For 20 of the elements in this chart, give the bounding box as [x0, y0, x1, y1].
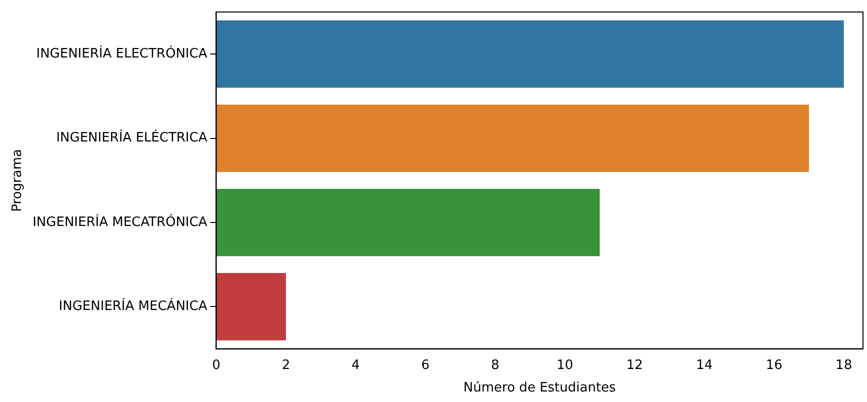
x-axis-title: Número de Estudiantes [463, 380, 616, 396]
x-tick-label: 6 [421, 358, 430, 373]
x-tick-label: 8 [491, 358, 500, 373]
x-tick-label: 12 [626, 358, 643, 373]
x-tick-label: 4 [352, 358, 360, 373]
y-tick-label: INGENIERÍA MECÁNICA [58, 297, 208, 314]
x-tick-label: 0 [212, 358, 220, 373]
x-tick-label: 14 [696, 358, 713, 373]
bar [216, 188, 600, 256]
bar [216, 104, 809, 172]
x-tick-label: 16 [766, 358, 782, 373]
y-tick-label: INGENIERÍA MECATRÓNICA [32, 212, 208, 230]
y-axis-title: Programa [10, 148, 26, 212]
bar [216, 20, 844, 88]
y-tick-label: INGENIERÍA ELECTRÓNICA [36, 44, 208, 62]
x-tick-label: 10 [556, 358, 574, 373]
x-tick-label: 2 [282, 358, 290, 373]
y-tick-label: INGENIERÍA ELÉCTRICA [56, 128, 208, 146]
x-tick-label: 18 [836, 358, 852, 373]
bar [216, 273, 286, 340]
